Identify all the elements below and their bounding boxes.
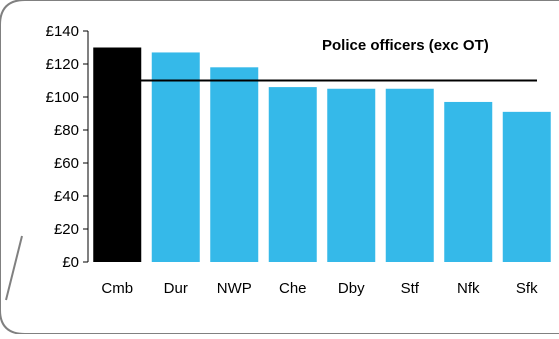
bar-dur (151, 52, 200, 263)
x-tick-label: Dby (338, 280, 365, 297)
y-tick-label: £40 (54, 188, 79, 205)
x-tick-label: NWP (217, 280, 252, 297)
bar-che (268, 87, 317, 262)
x-tick-label: Dur (164, 280, 188, 297)
bar-cmb (93, 47, 142, 262)
x-axis-labels: Cmb Dur NWP Che Dby Stf Nfk Sfk (101, 280, 538, 297)
bar-nwp (210, 67, 259, 262)
x-tick-label: Stf (401, 280, 420, 297)
bar-stf (385, 88, 434, 262)
bar-sfk (502, 111, 551, 262)
y-tick-label: £120 (46, 56, 79, 73)
x-tick-label: Che (279, 280, 307, 297)
y-tick-label: £60 (54, 155, 79, 172)
y-tick-label: £100 (46, 89, 79, 106)
y-tick-label: £140 (46, 23, 79, 40)
chart-title: Police officers (exc OT) (322, 37, 489, 54)
x-tick-label: Cmb (101, 280, 133, 297)
bars (93, 47, 551, 263)
x-tick-label: Sfk (516, 280, 538, 297)
bar-nfk (444, 101, 493, 262)
y-axis: £0 £20 £40 £60 £80 £100 £120 £140 (46, 23, 89, 271)
y-tick-label: £80 (54, 122, 79, 139)
x-tick-label: Nfk (457, 280, 480, 297)
bar-dby (327, 88, 376, 262)
y-tick-label: £20 (54, 221, 79, 238)
callout-pointer (5, 235, 23, 301)
y-tick-label: £0 (62, 254, 79, 271)
